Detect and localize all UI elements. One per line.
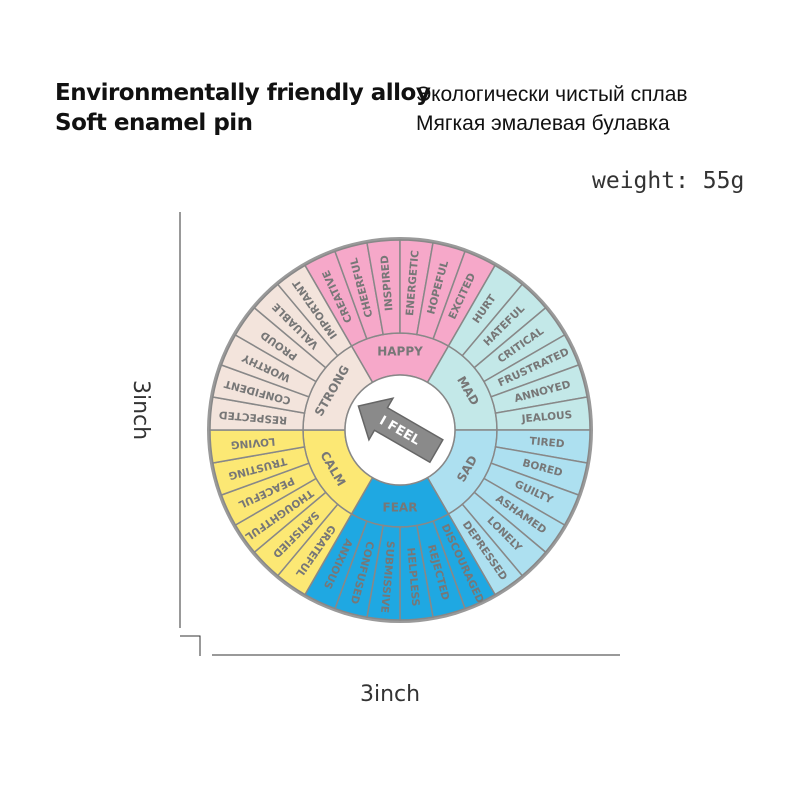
header-line: Soft enamel pin bbox=[55, 110, 253, 136]
feeling-word: JEALOUS bbox=[520, 409, 572, 425]
corner-mark bbox=[180, 635, 201, 656]
feeling-word: LOVING bbox=[230, 435, 275, 451]
feeling-word: TIRED bbox=[529, 435, 565, 450]
feeling-word: HELPLESS bbox=[404, 547, 421, 607]
header-line: Environmentally friendly alloy bbox=[55, 80, 431, 106]
core-emotion: FEAR bbox=[383, 501, 418, 515]
height-label: 3inch bbox=[128, 380, 153, 440]
weight-label: weight: 55g bbox=[592, 168, 745, 194]
header-line: Мягкая эмалевая булавка bbox=[416, 112, 670, 135]
width-label: 3inch bbox=[360, 682, 420, 707]
feeling-word: RESPECTED bbox=[218, 408, 288, 426]
pointer-arrow bbox=[357, 397, 444, 464]
header-line: Экологически чистый сплав bbox=[416, 83, 688, 106]
feeling-word: ENERGETIC bbox=[404, 249, 422, 316]
core-emotion: HAPPY bbox=[377, 345, 423, 359]
word-segment bbox=[276, 264, 353, 357]
feeling-word: INSPIRED bbox=[379, 254, 396, 311]
